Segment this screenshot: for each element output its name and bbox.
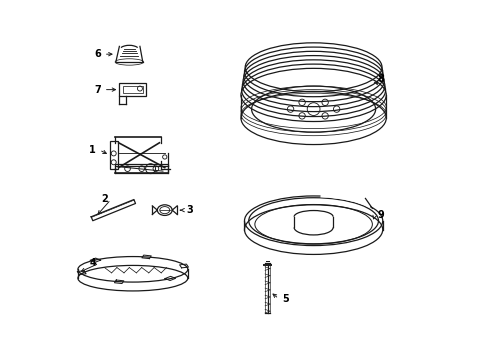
Text: 2: 2 — [101, 194, 108, 204]
Text: 8: 8 — [377, 74, 384, 84]
Text: 1: 1 — [89, 145, 96, 155]
Text: 5: 5 — [281, 294, 288, 304]
Text: 9: 9 — [377, 211, 384, 220]
Text: 3: 3 — [186, 205, 193, 215]
Text: 6: 6 — [94, 49, 101, 59]
Text: 7: 7 — [94, 85, 101, 95]
Text: 4: 4 — [89, 258, 96, 268]
